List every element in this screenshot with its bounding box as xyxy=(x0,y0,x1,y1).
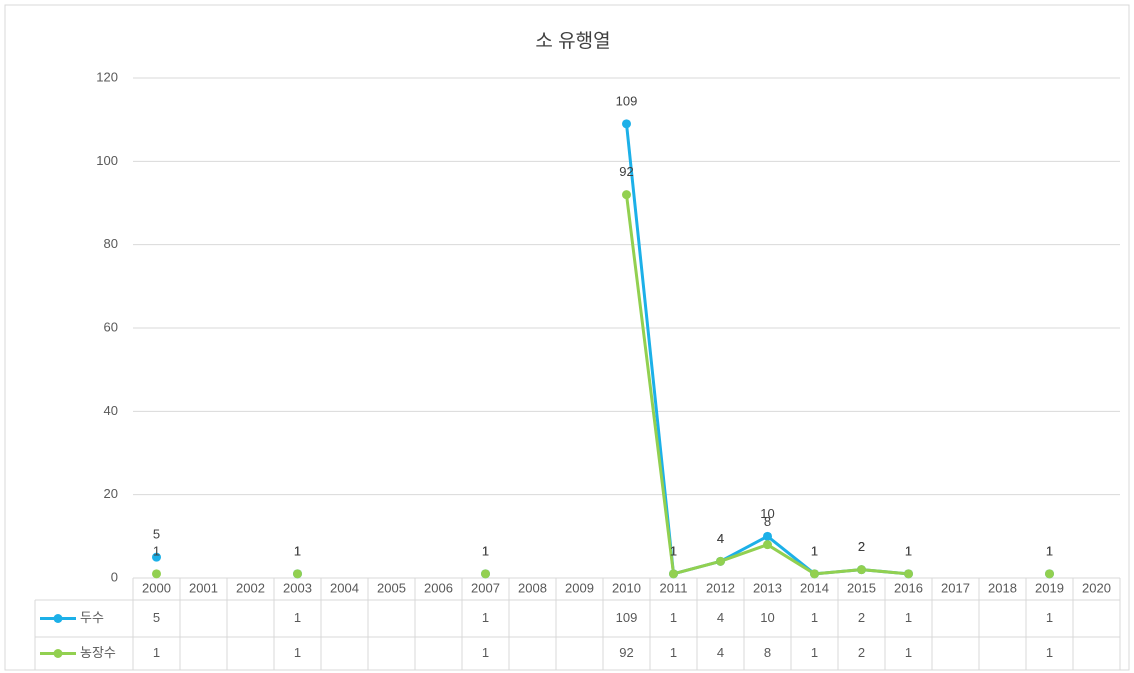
x-tick-label: 2010 xyxy=(612,580,641,595)
data-label: 4 xyxy=(717,531,724,546)
x-tick-label: 2019 xyxy=(1035,580,1064,595)
legend-label: 두수 xyxy=(80,610,104,625)
data-point xyxy=(763,540,772,550)
table-value: 1 xyxy=(670,610,677,625)
chart-title: 소 유행열 xyxy=(535,30,610,52)
data-label: 2 xyxy=(858,539,865,554)
x-tick-label: 2001 xyxy=(189,580,218,595)
y-tick-label: 40 xyxy=(104,403,118,418)
data-point xyxy=(152,552,161,562)
data-label: 1 xyxy=(1046,543,1053,558)
data-label: 1 xyxy=(670,543,677,558)
data-point xyxy=(904,569,913,579)
data-point xyxy=(1045,569,1054,579)
table-value: 1 xyxy=(811,610,818,625)
x-tick-label: 2008 xyxy=(518,580,547,595)
data-label: 1 xyxy=(905,543,912,558)
data-point xyxy=(622,119,631,129)
y-tick-label: 120 xyxy=(96,69,118,84)
data-point xyxy=(481,569,490,579)
table-value: 109 xyxy=(616,610,638,625)
data-label: 1 xyxy=(1046,543,1053,558)
x-tick-label: 2013 xyxy=(753,580,782,595)
legend-key-marker xyxy=(53,614,63,623)
x-tick-label: 2002 xyxy=(236,580,265,595)
data-label: 1 xyxy=(153,543,160,558)
table-value: 1 xyxy=(670,645,677,660)
data-label: 109 xyxy=(616,93,638,108)
data-point xyxy=(810,569,819,579)
table-value: 1 xyxy=(294,645,301,660)
x-tick-label: 2009 xyxy=(565,580,594,595)
data-label: 8 xyxy=(764,514,771,529)
x-tick-label: 2003 xyxy=(283,580,312,595)
table-value: 1 xyxy=(482,645,489,660)
table-value: 2 xyxy=(858,610,865,625)
data-point xyxy=(857,565,866,575)
data-label: 1 xyxy=(482,543,489,558)
x-tick-label: 2018 xyxy=(988,580,1017,595)
table-value: 1 xyxy=(811,645,818,660)
data-point xyxy=(152,569,161,579)
table-value: 1 xyxy=(294,610,301,625)
table-value: 1 xyxy=(1046,610,1053,625)
table-value: 4 xyxy=(717,645,724,660)
data-label: 4 xyxy=(717,531,724,546)
data-label: 1 xyxy=(294,543,301,558)
data-label: 1 xyxy=(294,543,301,558)
data-label: 92 xyxy=(619,164,633,179)
x-tick-label: 2006 xyxy=(424,580,453,595)
x-tick-label: 2017 xyxy=(941,580,970,595)
legend-key-marker xyxy=(53,649,63,658)
table-value: 1 xyxy=(905,645,912,660)
data-label: 1 xyxy=(811,543,818,558)
x-tick-label: 2014 xyxy=(800,580,829,595)
y-tick-label: 20 xyxy=(104,486,118,501)
table-value: 4 xyxy=(717,610,724,625)
x-tick-label: 2015 xyxy=(847,580,876,595)
y-tick-label: 80 xyxy=(104,236,118,251)
y-tick-label: 100 xyxy=(96,153,118,168)
data-label: 1 xyxy=(482,543,489,558)
table-value: 1 xyxy=(905,610,912,625)
data-point xyxy=(669,569,678,579)
x-tick-label: 2004 xyxy=(330,580,359,595)
table-value: 5 xyxy=(153,610,160,625)
data-label: 5 xyxy=(153,527,160,542)
data-point xyxy=(763,531,772,541)
table-value: 92 xyxy=(619,645,633,660)
x-tick-label: 2005 xyxy=(377,580,406,595)
y-tick-label: 0 xyxy=(111,569,118,584)
data-label: 1 xyxy=(811,543,818,558)
y-tick-label: 60 xyxy=(104,319,118,334)
x-tick-label: 2016 xyxy=(894,580,923,595)
chart-frame xyxy=(4,4,1130,671)
x-tick-label: 2012 xyxy=(706,580,735,595)
table-value: 8 xyxy=(764,645,771,660)
x-tick-label: 2007 xyxy=(471,580,500,595)
x-tick-label: 2020 xyxy=(1082,580,1111,595)
data-point xyxy=(716,556,725,566)
table-value: 1 xyxy=(482,610,489,625)
table-value: 1 xyxy=(153,645,160,660)
table-value: 2 xyxy=(858,645,865,660)
table-value: 10 xyxy=(760,610,774,625)
data-label: 2 xyxy=(858,539,865,554)
table-value: 1 xyxy=(1046,645,1053,660)
data-point xyxy=(293,569,302,579)
data-label: 10 xyxy=(760,506,774,521)
x-tick-label: 2011 xyxy=(660,580,688,595)
data-label: 1 xyxy=(670,543,677,558)
x-tick-label: 2000 xyxy=(142,580,171,595)
legend-label: 농장수 xyxy=(80,645,116,660)
data-label: 1 xyxy=(905,543,912,558)
data-point xyxy=(622,190,631,200)
